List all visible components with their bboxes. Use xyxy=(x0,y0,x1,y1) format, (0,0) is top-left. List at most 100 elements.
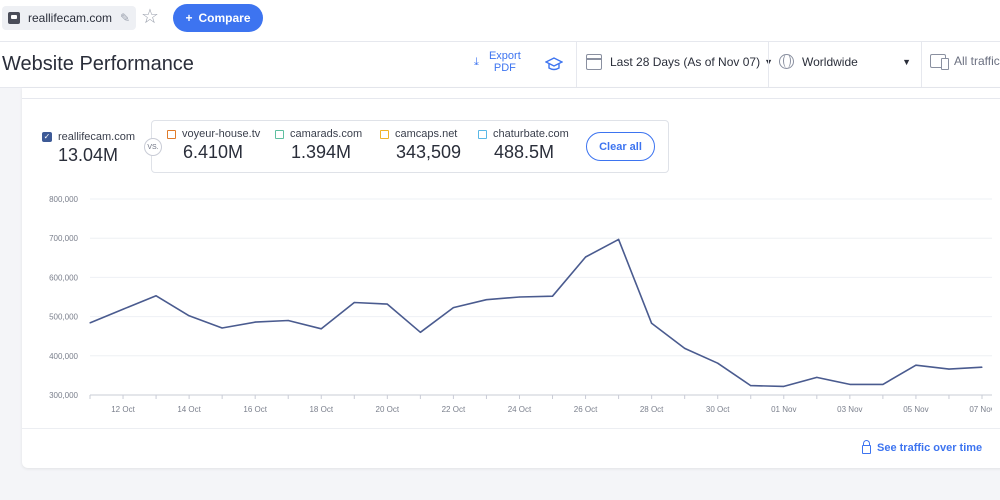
competitor-checkbox[interactable] xyxy=(275,129,284,139)
data-point xyxy=(783,385,785,387)
competitor-name: voyeur-house.tv xyxy=(182,128,261,140)
competitor-value: 343,509 xyxy=(396,142,462,162)
country-select[interactable]: Worldwide ▼ xyxy=(779,54,911,69)
competitor-checkbox[interactable] xyxy=(380,129,389,139)
competitor-value: 6.410M xyxy=(183,142,244,162)
data-point xyxy=(551,295,554,297)
competitor-name: chaturbate.com xyxy=(493,128,569,140)
traffic-label: All traffic xyxy=(954,54,1000,68)
x-tick-label: 18 Oct xyxy=(309,405,333,414)
page-title: Website Performance xyxy=(2,53,194,75)
data-point xyxy=(849,383,851,386)
data-point xyxy=(882,383,884,386)
competitor-name: camcaps.net xyxy=(395,128,458,140)
data-point xyxy=(651,322,653,324)
data-point xyxy=(518,296,521,298)
export-label: Export PDF xyxy=(488,50,521,74)
x-tick-label: 28 Oct xyxy=(640,405,664,414)
data-point xyxy=(386,303,388,305)
x-tick-label: 30 Oct xyxy=(706,405,730,414)
plus-icon: + xyxy=(185,11,193,25)
data-point xyxy=(485,299,488,301)
export-pdf-button[interactable]: ⤓ Export PDF xyxy=(474,50,525,74)
series-line xyxy=(89,238,983,388)
data-point xyxy=(816,376,818,378)
top-bar: reallifecam.com ✎ ☆ + Compare xyxy=(0,0,1000,42)
x-tick-label: 26 Oct xyxy=(574,405,598,414)
data-point xyxy=(287,319,289,322)
traffic-type-select[interactable]: All traffic xyxy=(930,54,1000,70)
competitor-item: camarads.com 1.394M xyxy=(275,128,362,163)
x-tick-label: 01 Nov xyxy=(771,405,796,414)
x-tick-label: 20 Oct xyxy=(376,405,400,414)
data-point xyxy=(188,315,190,317)
data-point xyxy=(419,331,421,333)
primary-site-name: reallifecam.com xyxy=(58,131,136,143)
edit-pencil-icon[interactable]: ✎ xyxy=(120,11,131,25)
star-icon[interactable]: ☆ xyxy=(141,6,159,28)
competitor-checkbox[interactable] xyxy=(478,129,487,139)
x-tick-label: 05 Nov xyxy=(903,405,928,414)
date-range-select[interactable]: Last 28 Days (As of Nov 07) ▼ xyxy=(586,54,773,70)
graduation-cap-icon[interactable] xyxy=(545,55,563,73)
calendar-icon xyxy=(586,54,602,70)
compare-label: Compare xyxy=(198,11,251,25)
data-point xyxy=(981,366,983,368)
data-point xyxy=(122,308,124,310)
data-point xyxy=(915,364,917,366)
site-favicon-icon xyxy=(8,12,20,24)
competitor-item: chaturbate.com 488.5M xyxy=(478,128,569,163)
lock-icon xyxy=(862,440,871,454)
competitor-item: camcaps.net 343,509 xyxy=(380,128,461,163)
y-tick-label: 800,000 xyxy=(49,195,78,204)
y-tick-label: 500,000 xyxy=(49,313,78,322)
data-point xyxy=(584,256,587,258)
chevron-down-icon: ▼ xyxy=(902,56,911,67)
card-top-strip xyxy=(22,88,1000,99)
date-range-label: Last 28 Days (As of Nov 07) xyxy=(610,55,761,69)
data-point xyxy=(617,238,620,240)
y-tick-label: 300,000 xyxy=(49,391,78,400)
data-point xyxy=(684,347,686,349)
traffic-line-chart: 300,000 400,000 500,000 600,000 700,000 800,0… xyxy=(49,195,992,414)
header-bar: Website Performance ⤓ Export PDF Last 28… xyxy=(0,42,1000,88)
data-point xyxy=(89,322,91,324)
compare-button[interactable]: + Compare xyxy=(173,4,263,32)
header-divider xyxy=(768,42,769,88)
primary-checkbox[interactable]: ✓ xyxy=(42,132,52,142)
data-point xyxy=(717,362,719,364)
data-point xyxy=(320,328,322,330)
card-footer-divider xyxy=(22,428,1000,429)
competitors-panel: voyeur-house.tv 6.410M camarads.com 1.39… xyxy=(151,120,669,173)
see-traffic-label: See traffic over time xyxy=(877,442,983,454)
download-icon: ⤓ xyxy=(474,55,479,68)
x-tick-label: 07 Nov xyxy=(969,405,992,414)
data-point xyxy=(948,368,950,370)
y-tick-label: 700,000 xyxy=(49,234,78,243)
x-tick-label: 24 Oct xyxy=(508,405,532,414)
site-name: reallifecam.com xyxy=(28,11,113,25)
x-tick-label: 12 Oct xyxy=(111,405,135,414)
data-point xyxy=(155,295,157,297)
competitor-item: voyeur-house.tv 6.410M xyxy=(167,128,260,163)
x-tick-label: 14 Oct xyxy=(177,405,201,414)
x-tick-label: 16 Oct xyxy=(243,405,267,414)
competitor-value: 488.5M xyxy=(494,142,555,162)
devices-icon xyxy=(930,54,949,70)
header-divider xyxy=(921,42,922,88)
data-point xyxy=(452,306,455,309)
competitor-name: camarads.com xyxy=(290,128,363,140)
clear-all-button[interactable]: Clear all xyxy=(586,132,655,161)
site-chip[interactable]: reallifecam.com ✎ xyxy=(2,6,137,30)
y-tick-label: 600,000 xyxy=(49,273,78,282)
see-traffic-link[interactable]: See traffic over time xyxy=(862,440,983,454)
primary-site: ✓ reallifecam.com 13.04M xyxy=(42,131,135,166)
data-point xyxy=(221,327,223,329)
data-point xyxy=(750,384,752,387)
data-point xyxy=(353,301,355,304)
primary-site-value: 13.04M xyxy=(58,145,119,165)
data-point xyxy=(254,321,256,323)
competitor-checkbox[interactable] xyxy=(167,129,176,139)
country-label: Worldwide xyxy=(802,54,858,69)
x-tick-label: 22 Oct xyxy=(442,405,466,414)
